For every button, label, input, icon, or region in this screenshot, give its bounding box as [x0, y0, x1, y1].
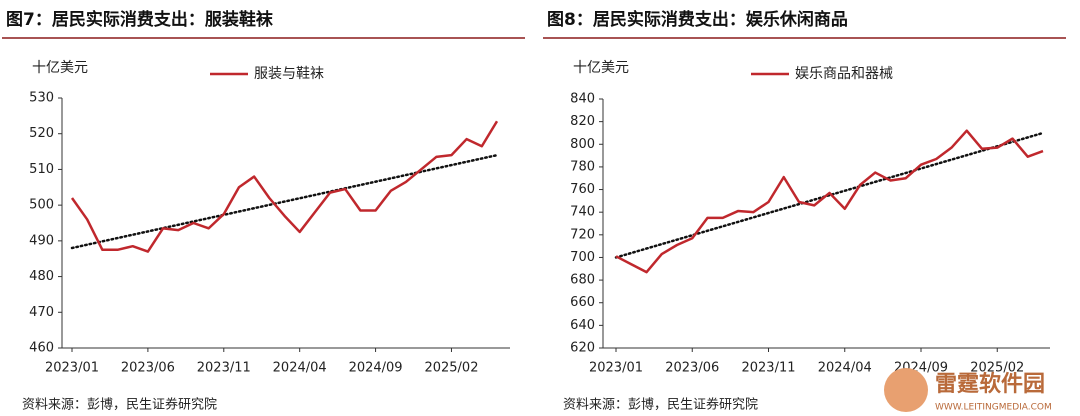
legend-label: 娱乐商品和器械	[795, 66, 893, 82]
y-tick-label: 460	[29, 341, 54, 356]
y-tick-label: 800	[570, 137, 595, 152]
watermark-url: WWW.LEITINGMEDIA.COM	[935, 403, 1052, 413]
watermark-name: 雷霆软件园	[935, 371, 1045, 397]
y-tick-label: 720	[570, 227, 595, 242]
source-note: 资料来源：彭博，民生证券研究院	[563, 397, 758, 413]
unit-label: 十亿美元	[32, 60, 88, 76]
y-tick-label: 680	[570, 273, 595, 288]
x-tick-label: 2023/06	[665, 361, 719, 376]
y-tick-label: 840	[570, 92, 595, 107]
y-tick-label: 760	[570, 182, 595, 197]
legend-label: 服装与鞋袜	[254, 66, 324, 82]
y-tick-label: 740	[570, 205, 595, 220]
y-tick-label: 480	[29, 269, 54, 284]
y-tick-label: 700	[570, 250, 595, 265]
x-tick-label: 2023/01	[589, 361, 643, 376]
y-tick-label: 520	[29, 126, 54, 141]
trend-line	[614, 131, 1045, 259]
y-tick-label: 470	[29, 305, 54, 320]
x-tick-label: 2023/01	[45, 361, 99, 376]
source-note: 资料来源：彭博，民生证券研究院	[22, 397, 217, 413]
x-tick-label: 2024/04	[273, 361, 327, 376]
y-tick-label: 660	[570, 295, 595, 310]
series-line	[70, 120, 499, 253]
watermark: 雷霆软件园 WWW.LEITINGMEDIA.COM	[884, 368, 1052, 413]
y-tick-label: 820	[570, 114, 595, 129]
x-tick-label: 2023/11	[741, 361, 795, 376]
x-tick-label: 2025/02	[424, 361, 478, 376]
y-tick-label: 500	[29, 198, 54, 213]
x-tick-label: 2025/02	[970, 361, 1024, 376]
series-line	[615, 129, 1044, 274]
y-tick-label: 780	[570, 159, 595, 174]
chart-title: 图7：居民实际消费支出：服装鞋袜	[6, 9, 274, 30]
trend-line	[70, 153, 499, 250]
x-tick-label: 2023/11	[197, 361, 251, 376]
chart-title: 图8：居民实际消费支出：娱乐休闲商品	[547, 9, 848, 30]
watermark-logo	[884, 368, 928, 412]
x-tick-label: 2024/04	[818, 361, 872, 376]
x-tick-label: 2023/06	[121, 361, 175, 376]
y-tick-label: 510	[29, 162, 54, 177]
unit-label: 十亿美元	[573, 60, 629, 76]
x-tick-label: 2024/09	[349, 361, 403, 376]
y-tick-label: 620	[570, 341, 595, 356]
y-tick-label: 640	[570, 318, 595, 333]
y-tick-label: 490	[29, 233, 54, 248]
y-tick-label: 530	[29, 91, 54, 106]
